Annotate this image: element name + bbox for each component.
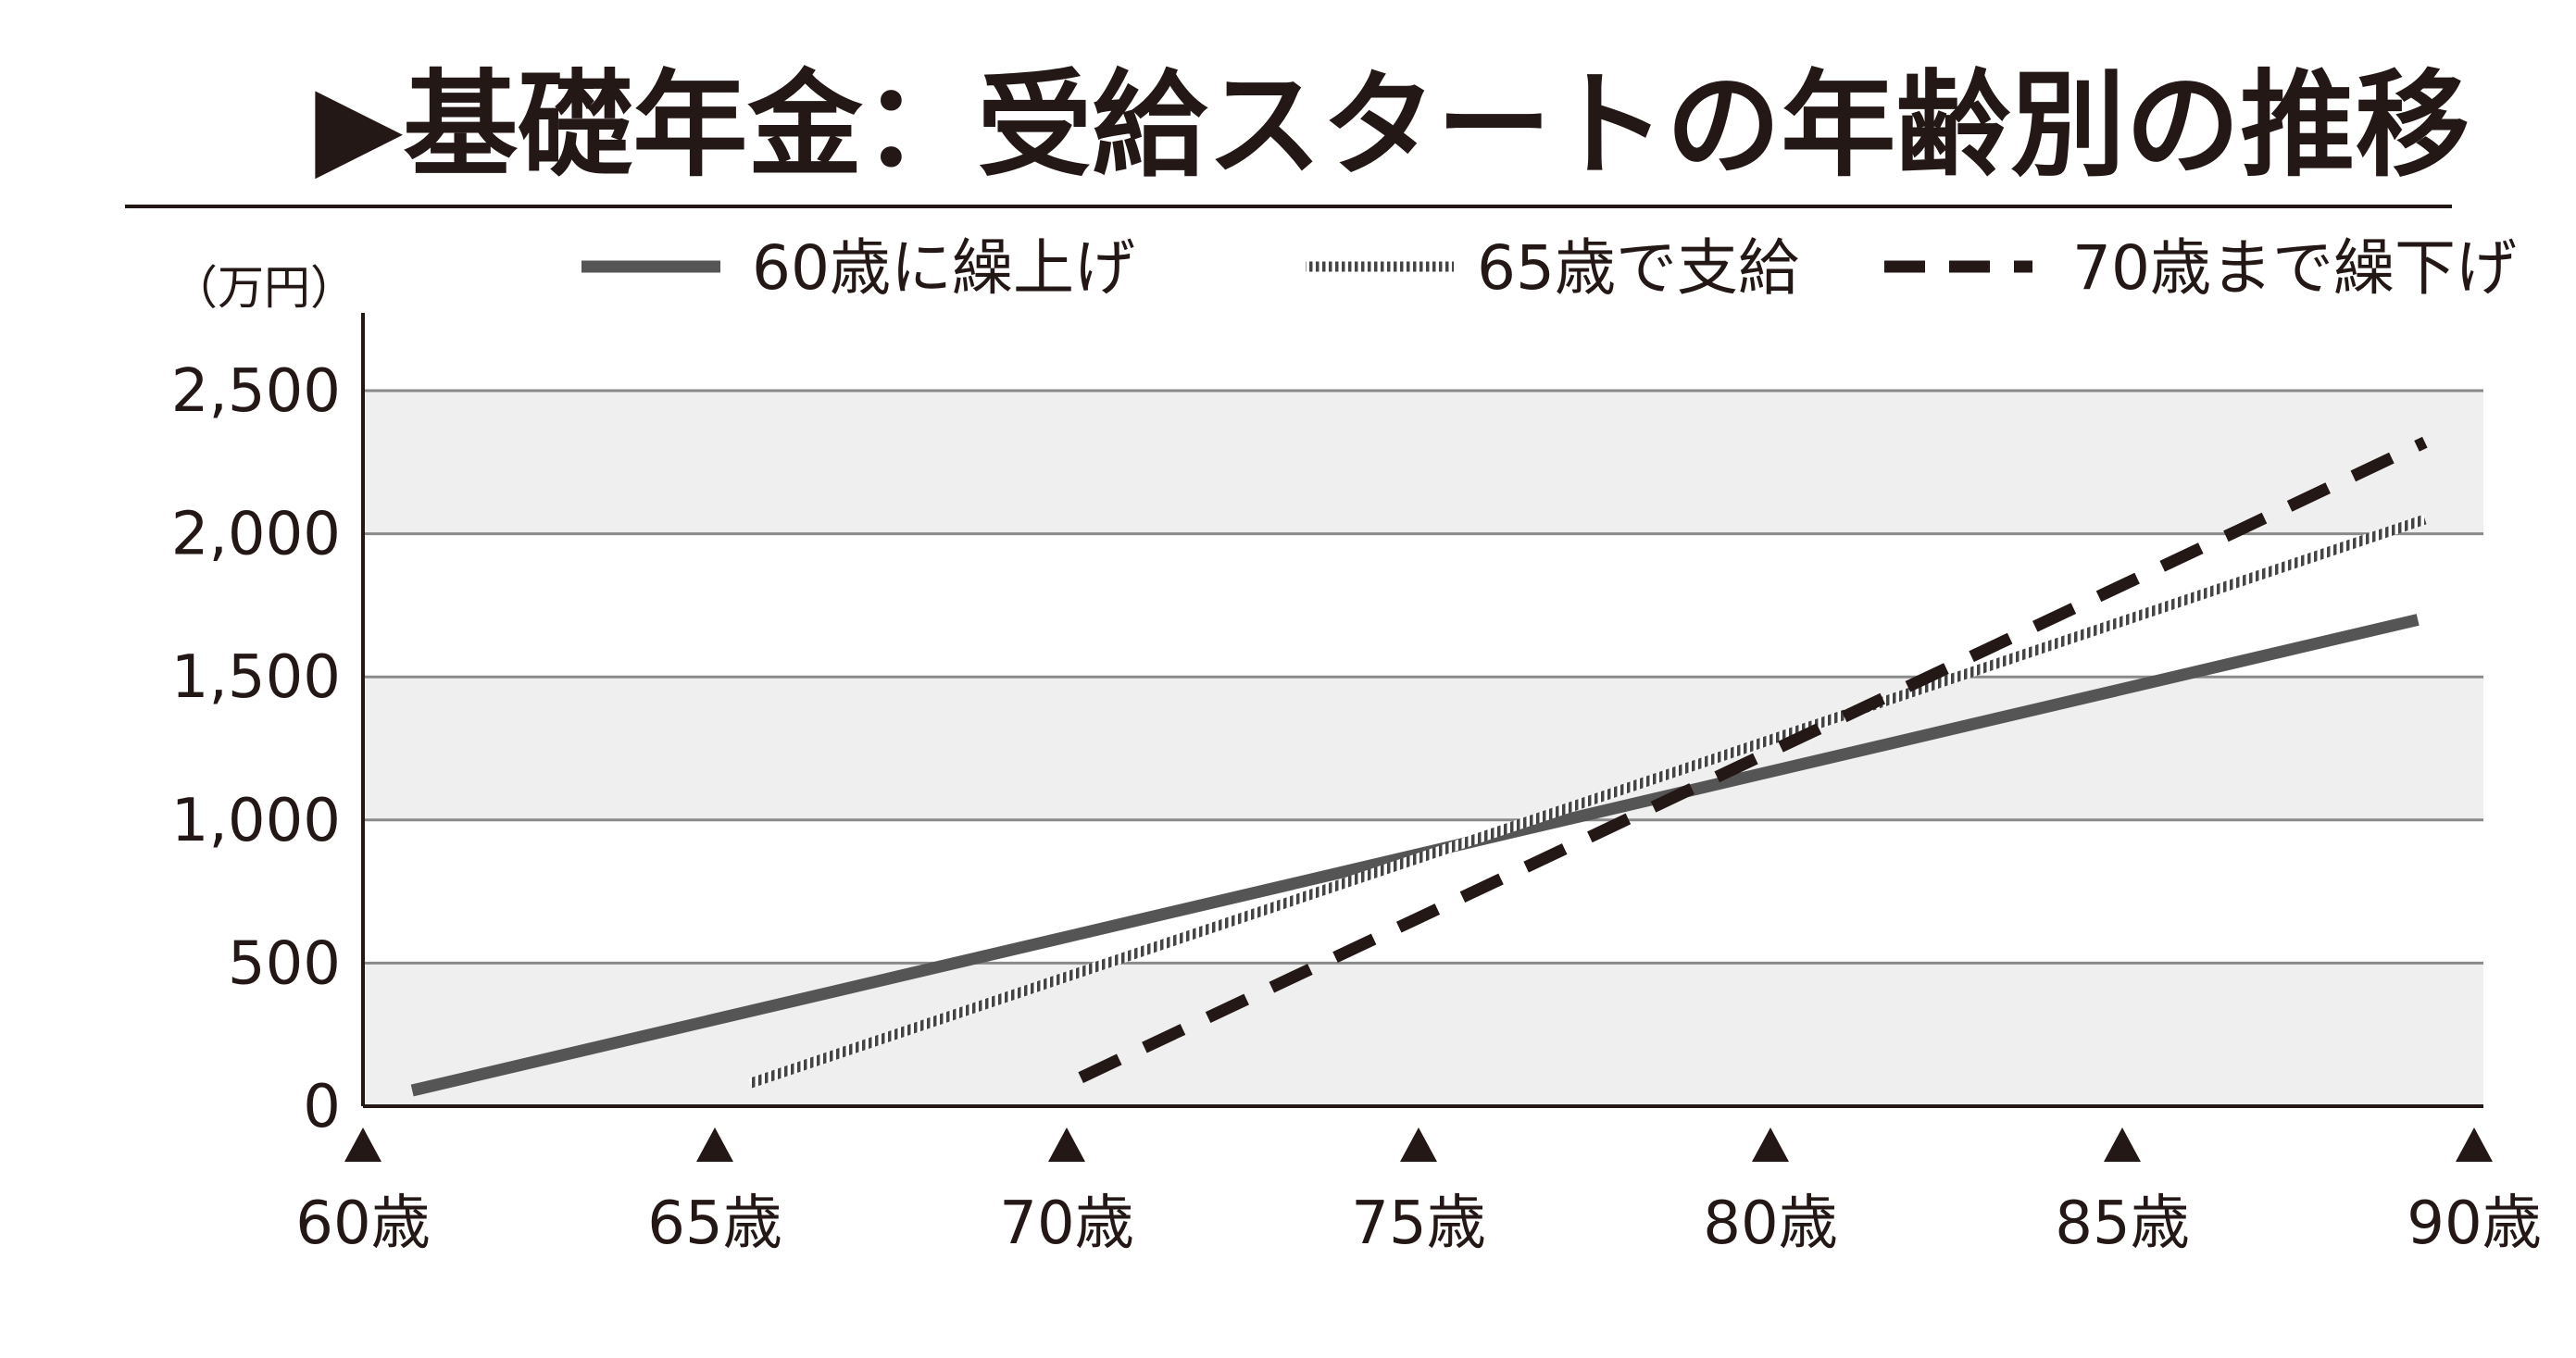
x-tick-label: 60歳 <box>295 1190 430 1258</box>
x-tick-marker <box>1752 1128 1789 1162</box>
plot-background <box>363 391 2483 1106</box>
y-tick-label: 500 <box>228 929 341 998</box>
x-tick-label: 65歳 <box>647 1190 782 1258</box>
x-tick-label: 85歳 <box>2055 1190 2189 1258</box>
gridlines <box>363 389 2483 965</box>
x-tick-marker <box>1400 1128 1437 1162</box>
y-tick-label: 2,500 <box>171 357 341 426</box>
plot-band <box>363 819 2483 964</box>
y-tick-label: 0 <box>303 1073 341 1141</box>
chart-title: ▶基礎年金：受給スタートの年齢別の推移 <box>315 59 2470 193</box>
y-axis-ticks: 0 500 1,000 1,500 2,000 2,500 <box>171 357 341 1141</box>
legend-label-1: 60歳に繰上げ <box>752 232 1135 304</box>
y-tick-label: 2,000 <box>171 501 341 569</box>
y-tick-label: 1,500 <box>171 643 341 712</box>
x-tick-marker <box>1048 1128 1085 1162</box>
plot-band <box>363 963 2483 1106</box>
plot-band <box>363 391 2483 534</box>
y-axis-unit-label: （万円） <box>171 261 356 315</box>
x-tick-label: 75歳 <box>1351 1190 1485 1258</box>
x-tick-marker <box>2456 1128 2493 1162</box>
series-line-3 <box>1078 436 2428 1083</box>
x-tick-label: 70歳 <box>999 1190 1133 1258</box>
plot-band <box>363 533 2483 678</box>
x-tick-label: 80歳 <box>1703 1190 1837 1258</box>
x-tick-marker <box>696 1128 733 1162</box>
legend-label-3: 70歳まで繰下げ <box>2072 232 2517 304</box>
x-tick-marker <box>344 1128 381 1162</box>
legend: 60歳に繰上げ 65歳で支給 70歳まで繰下げ <box>581 232 2517 304</box>
series-lines <box>410 436 2428 1097</box>
x-axis-ticks: 60歳 65歳 70歳 75歳 80歳 85歳 90歳 <box>295 1128 2542 1258</box>
axes <box>361 313 2483 1108</box>
x-tick-marker <box>2104 1128 2141 1162</box>
plot-band <box>363 677 2483 820</box>
series-line-2 <box>748 514 2427 1089</box>
x-tick-label: 90歳 <box>2407 1190 2541 1258</box>
legend-label-2: 65歳で支給 <box>1477 232 1799 304</box>
y-tick-label: 1,000 <box>171 787 341 855</box>
